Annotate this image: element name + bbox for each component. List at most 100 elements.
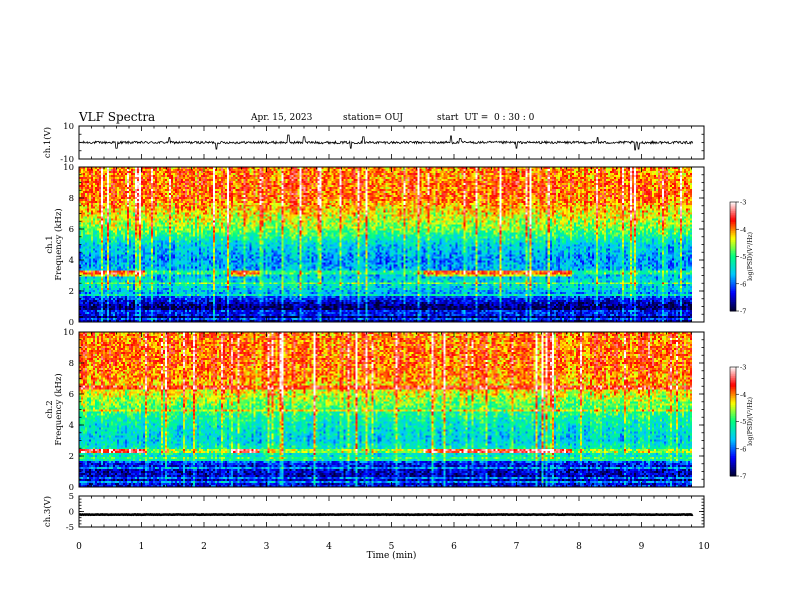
x-tick-label: 2 xyxy=(201,542,207,552)
colorbar-swatch xyxy=(730,272,736,276)
colorbar-swatch xyxy=(730,428,736,432)
colorbar-swatch xyxy=(730,466,736,470)
x-tick-label: 0 xyxy=(76,542,82,552)
y-tick-label: 10 xyxy=(63,163,74,173)
colorbar-swatch xyxy=(730,403,736,406)
colorbar-swatch xyxy=(730,212,736,216)
colorbar-swatch xyxy=(730,258,736,261)
colorbar-swatch xyxy=(730,446,736,450)
colorbar-swatch xyxy=(730,240,736,243)
colorbar-swatch xyxy=(730,425,736,428)
colorbar-swatch xyxy=(730,416,736,419)
colorbar-swatch xyxy=(730,209,736,212)
colorbar-swatch xyxy=(730,296,736,299)
colorbar-swatch xyxy=(730,426,736,430)
colorbar-swatch xyxy=(730,474,736,477)
colorbar-swatch xyxy=(730,307,736,310)
colorbar-swatch xyxy=(730,249,736,252)
colorbar-swatch xyxy=(730,423,736,426)
colorbar-swatch xyxy=(730,309,736,312)
colorbar-label-1: log(PSD)(V²/Hz) xyxy=(747,232,754,281)
x-axis-label: Time (min) xyxy=(367,550,417,561)
y-axis-label-line1: ch.1 xyxy=(45,235,55,253)
x-tick-label: 1 xyxy=(139,542,145,552)
colorbar-swatch xyxy=(730,390,736,393)
x-tick-label: 3 xyxy=(264,542,270,552)
colorbar-swatch xyxy=(730,294,736,297)
colorbar-swatch xyxy=(730,202,736,205)
y-tick-label: 4 xyxy=(69,256,74,266)
station-label: station= OUJ xyxy=(343,113,404,123)
colorbar-swatch xyxy=(730,301,736,305)
colorbar-swatch xyxy=(730,368,736,372)
y-tick-label: 2 xyxy=(69,287,74,297)
y-tick-label: 10 xyxy=(63,122,74,132)
colorbar-swatch xyxy=(730,459,736,462)
colorbar-swatch xyxy=(730,291,736,294)
colorbar-swatch xyxy=(730,251,736,254)
colorbar-swatch xyxy=(730,265,736,268)
colorbar-swatch xyxy=(730,377,736,381)
colorbar-swatch xyxy=(730,267,736,270)
colorbar-swatch xyxy=(730,461,736,464)
colorbar-swatch xyxy=(730,227,736,230)
colorbar-swatch xyxy=(730,432,736,435)
colorbar-swatch xyxy=(730,203,736,207)
colorbar-swatch xyxy=(730,383,736,386)
y-axis-label-line2: Frequency (kHz) xyxy=(53,373,64,445)
y-tick-label: 5 xyxy=(69,492,74,502)
colorbar-swatch xyxy=(730,392,736,395)
colorbar-swatch xyxy=(730,448,736,452)
colorbar-swatch xyxy=(730,225,736,228)
colorbar-label-text: log(PSD)(V²/Hz) xyxy=(747,232,754,281)
colorbar-swatch xyxy=(730,443,736,446)
colorbar-swatch xyxy=(730,263,736,267)
colorbar-label-text: log(PSD)(V²/Hz) xyxy=(747,397,754,446)
colorbar-swatch xyxy=(730,214,736,218)
colorbar-swatch xyxy=(730,468,736,472)
colorbar-swatch xyxy=(730,388,736,392)
colorbar-swatch xyxy=(730,472,736,475)
colorbar-swatch xyxy=(730,252,736,256)
colorbar-tick-label: -7 xyxy=(740,473,746,481)
colorbar-swatch xyxy=(730,408,736,412)
x-tick-label: 8 xyxy=(576,542,582,552)
colorbar-swatch xyxy=(730,405,736,408)
colorbar-tick-label: -4 xyxy=(740,391,746,399)
spectrogram-image-2 xyxy=(79,167,704,322)
colorbar-tick-label: -3 xyxy=(740,364,746,372)
colorbar-swatch xyxy=(730,436,736,439)
colorbar-swatch xyxy=(730,437,736,441)
x-tick-label: 6 xyxy=(451,542,457,552)
y-axis-label-4: ch.3(V) xyxy=(42,496,53,527)
colorbar-swatch xyxy=(730,394,736,397)
y-tick-label: 8 xyxy=(69,359,74,369)
colorbar-swatch xyxy=(730,376,736,379)
colorbar-swatch xyxy=(730,401,736,404)
colorbar-swatch xyxy=(730,276,736,279)
colorbar-swatch xyxy=(730,434,736,437)
x-tick-label: 10 xyxy=(698,542,710,552)
colorbar-swatch xyxy=(730,305,736,308)
colorbar-swatch xyxy=(730,216,736,219)
colorbar-swatch xyxy=(730,271,736,274)
date-label: Apr. 15, 2023 xyxy=(251,113,313,123)
colorbar-swatch xyxy=(730,281,736,285)
y-tick-label: 6 xyxy=(69,225,74,235)
x-tick-label: 7 xyxy=(514,542,520,552)
colorbar-swatch xyxy=(730,441,736,444)
colorbar-swatch xyxy=(730,298,736,301)
colorbar-swatch xyxy=(730,452,736,455)
y-axis-label-text: ch.3(V) xyxy=(42,496,53,527)
colorbar-swatch xyxy=(730,241,736,245)
colorbar-swatch xyxy=(730,221,736,225)
colorbar-swatch xyxy=(730,367,736,370)
colorbar-swatch xyxy=(730,232,736,236)
colorbar-swatch xyxy=(730,456,736,459)
colorbar-swatch xyxy=(730,261,736,265)
y-axis-label-1: ch.1(V) xyxy=(42,127,53,158)
x-tick-label: 5 xyxy=(389,542,395,552)
colorbar-swatch xyxy=(730,374,736,377)
y-tick-label: 6 xyxy=(69,390,74,400)
colorbar-swatch xyxy=(730,386,736,390)
